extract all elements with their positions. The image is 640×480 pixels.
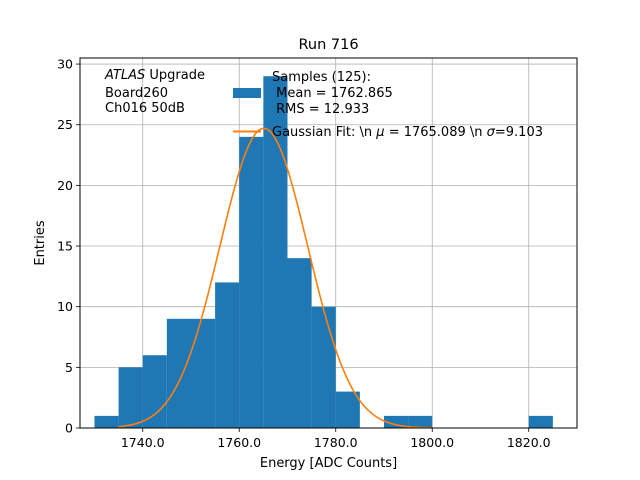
histogram-bar — [166, 318, 191, 428]
legend-histogram-swatch — [233, 88, 261, 98]
gaussian-fit-curve — [118, 127, 433, 429]
y-tick-label: 25 — [57, 117, 73, 132]
y-tick-label: 5 — [65, 360, 73, 375]
legend-fit-label: Gaussian Fit: \n μ = 1765.089 \n σ=9.103 — [272, 125, 543, 140]
histogram-bar — [287, 258, 312, 428]
x-axis-label: Energy [ADC Counts] — [260, 456, 397, 471]
y-axis-ticks: 0 5 10 15 20 25 30 — [57, 57, 80, 436]
x-tick-label: 1740.0 — [121, 435, 165, 450]
legend-fit-sigma: σ — [487, 125, 496, 140]
histogram-bar — [335, 391, 360, 428]
histogram-bar — [142, 355, 167, 428]
legend-rms-label: RMS = 12.933 — [272, 102, 369, 117]
atlas-annotation: ATLAS Upgrade Board260 Ch016 50dB — [104, 68, 205, 116]
histogram-bar — [311, 306, 336, 428]
legend-fit-suffix: =9.103 — [495, 125, 543, 140]
x-axis-ticks: 1740.0 1760.0 1780.0 1800.0 1820.0 — [121, 428, 551, 450]
legend: Samples (125): Mean = 1762.865 RMS = 12.… — [233, 70, 543, 140]
histogram-bar — [190, 318, 216, 428]
chart-title: Run 716 — [298, 37, 358, 53]
annotation-line-3: Ch016 50dB — [105, 101, 185, 116]
legend-samples-label: Samples (125): — [272, 70, 371, 85]
legend-fit-prefix: Gaussian Fit: \n — [272, 125, 376, 140]
y-tick-label: 15 — [57, 239, 73, 254]
histogram-bar — [408, 415, 433, 428]
histogram-bar — [383, 415, 409, 428]
y-tick-label: 10 — [57, 299, 73, 314]
annotation-line-1: ATLAS Upgrade — [104, 68, 205, 83]
histogram-bar — [94, 415, 119, 428]
y-tick-label: 30 — [57, 57, 73, 72]
x-tick-label: 1800.0 — [410, 435, 454, 450]
annotation-italic: ATLAS — [104, 68, 145, 83]
x-tick-label: 1820.0 — [507, 435, 551, 450]
y-axis-label: Entries — [33, 220, 48, 266]
x-tick-label: 1760.0 — [217, 435, 261, 450]
annotation-line-2: Board260 — [105, 86, 168, 101]
legend-fit-middle: = 1765.089 \n — [385, 125, 487, 140]
plot-frame — [79, 57, 578, 429]
legend-fit-mu: μ — [375, 125, 384, 140]
y-tick-label: 20 — [57, 178, 73, 193]
annotation-text: Upgrade — [145, 68, 205, 83]
y-tick-label: 0 — [65, 421, 73, 436]
histogram-bars — [94, 76, 553, 429]
x-tick-label: 1780.0 — [314, 435, 358, 450]
histogram-bar — [215, 282, 240, 428]
histogram-bar — [118, 367, 143, 428]
legend-mean-label: Mean = 1762.865 — [272, 86, 393, 101]
histogram-bar — [239, 136, 264, 428]
gaussian-fit-line — [118, 127, 433, 429]
histogram-bar — [528, 415, 553, 428]
histogram-bar — [263, 76, 288, 429]
